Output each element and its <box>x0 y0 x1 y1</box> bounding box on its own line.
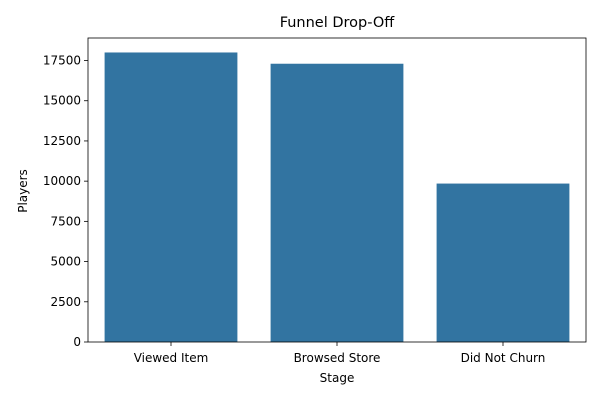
bar-viewed-item <box>104 52 238 342</box>
y-tick-label: 10000 <box>43 174 81 188</box>
y-axis-ticks: 0 2500 5000 7500 10000 12500 15000 17500 <box>43 54 88 349</box>
x-axis-ticks: Viewed Item Browsed Store Did Not Churn <box>134 342 546 365</box>
x-tick-label: Did Not Churn <box>461 351 546 365</box>
y-tick-label: 12500 <box>43 134 81 148</box>
x-axis-title: Stage <box>320 371 355 385</box>
y-tick-label: 7500 <box>50 214 81 228</box>
x-tick-label: Viewed Item <box>134 351 209 365</box>
bar-browsed-store <box>270 63 404 343</box>
chart-title: Funnel Drop-Off <box>280 15 396 31</box>
y-tick-label: 5000 <box>50 255 81 269</box>
bar-did-not-churn <box>436 183 570 342</box>
y-tick-label: 2500 <box>50 295 81 309</box>
plot-frame <box>87 37 587 343</box>
x-tick-label: Browsed Store <box>294 351 381 365</box>
y-axis-title: Players <box>16 169 30 213</box>
y-tick-label: 0 <box>73 335 81 349</box>
y-tick-label: 17500 <box>43 54 81 68</box>
y-tick-label: 15000 <box>43 94 81 108</box>
bars-group <box>104 52 570 343</box>
